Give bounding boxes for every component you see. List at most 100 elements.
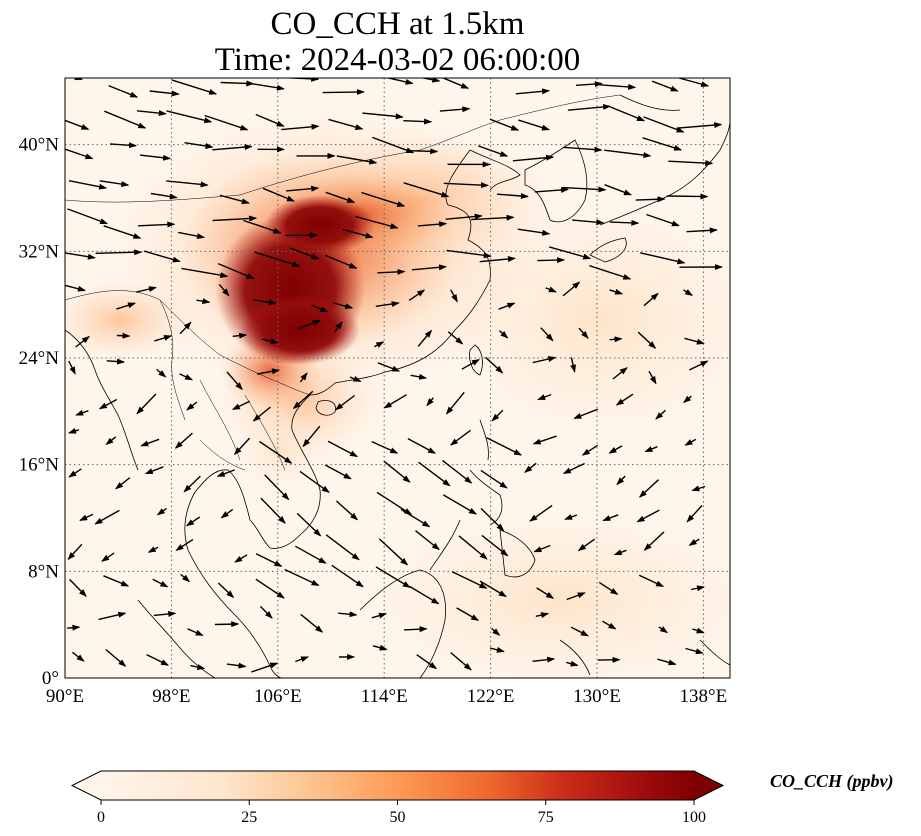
lat-tick-label: 24°N <box>19 348 60 369</box>
colorbar-tick-label: 50 <box>390 809 406 826</box>
wind-arrow <box>577 538 596 551</box>
colorbar-title: CO_CCH (ppbv) <box>770 771 894 792</box>
wind-arrow <box>99 180 130 188</box>
wind-arrow <box>355 215 399 229</box>
wind-arrow <box>426 397 434 407</box>
wind-arrow <box>532 435 557 445</box>
wind-arrow <box>372 644 388 651</box>
wind-arrow <box>443 182 489 189</box>
wind-arrow <box>383 460 411 483</box>
wind-arrow <box>481 534 509 557</box>
wind-arrow <box>612 367 628 380</box>
wind-arrow <box>338 611 358 618</box>
wind-arrow <box>581 444 599 456</box>
wind-arrow <box>311 304 329 313</box>
wind-arrow <box>67 208 109 225</box>
wind-arrow <box>442 459 473 484</box>
wind-arrow <box>477 145 509 157</box>
wind-arrow <box>383 394 407 409</box>
wind-arrow <box>232 332 248 339</box>
colorbar-extend-high <box>694 771 723 800</box>
wind-arrow <box>174 432 193 449</box>
wind-arrow <box>105 648 127 667</box>
wind-arrow <box>292 390 314 410</box>
wind-arrow <box>376 491 413 516</box>
wind-arrow <box>324 464 352 480</box>
wind-arrow <box>153 610 177 617</box>
wind-arrow <box>371 440 399 454</box>
wind-arrow <box>485 356 504 374</box>
wind-arrow <box>79 513 94 522</box>
colorbar-tick-label: 0 <box>97 809 105 826</box>
wind-arrow <box>183 475 201 493</box>
wind-arrow <box>255 553 283 567</box>
colorbar-gradient <box>101 771 694 800</box>
wind-arrow <box>371 612 387 619</box>
wind-arrow <box>150 192 178 200</box>
wind-arrow <box>451 571 488 589</box>
wind-arrow <box>497 192 529 199</box>
wind-arrow <box>299 372 308 383</box>
lat-tick-label: 0° <box>42 668 59 689</box>
wind-arrow <box>295 656 309 663</box>
wind-arrow <box>260 497 286 524</box>
wind-arrow <box>515 78 524 79</box>
wind-arrow <box>609 288 624 295</box>
wind-arrow <box>613 549 627 556</box>
wind-arrow <box>255 578 285 599</box>
wind-arrow <box>218 283 230 297</box>
wind-arrow <box>342 228 374 239</box>
wind-arrow <box>185 516 201 527</box>
wind-arrow <box>226 662 247 669</box>
wind-arrow <box>361 191 406 207</box>
wind-arrow <box>67 624 81 631</box>
wind-arrow <box>147 546 159 553</box>
colorbar-tick-label: 75 <box>538 809 554 826</box>
wind-arrow <box>638 479 659 498</box>
lon-tick-label: 130°E <box>573 686 621 707</box>
colorbar-extend-low <box>72 771 101 800</box>
wind-arrow <box>640 252 686 265</box>
map-area <box>64 77 731 679</box>
wind-arrow <box>226 371 243 391</box>
wind-arrow <box>609 219 640 226</box>
wind-arrow <box>403 118 433 125</box>
wind-arrow <box>335 500 359 521</box>
wind-arrow <box>445 391 465 415</box>
wind-arrow <box>518 119 550 131</box>
wind-arrow <box>143 250 181 263</box>
wind-arrow <box>322 89 365 96</box>
wind-arrow <box>146 653 169 666</box>
wind-arrow <box>375 301 400 307</box>
longitude-tick-labels: 90°E 98°E 106°E 114°E 122°E 130°E 138°E <box>46 686 727 707</box>
wind-arrow <box>573 408 599 420</box>
wind-arrow <box>187 628 204 637</box>
wind-arrow <box>103 225 142 239</box>
lon-tick-label: 122°E <box>467 686 515 707</box>
wind-arrow <box>68 427 80 434</box>
wind-arrow <box>643 531 665 551</box>
wind-arrow <box>234 437 251 456</box>
wind-arrow <box>296 512 322 537</box>
wind-arrow <box>302 425 321 448</box>
lon-tick-label: 98°E <box>152 686 190 707</box>
wind-arrow <box>691 485 706 492</box>
colorbar: 0 25 50 75 100 CO_CCH (ppbv) <box>70 770 894 826</box>
wind-arrow <box>567 103 612 111</box>
wind-arrow <box>196 298 211 305</box>
wind-arrow <box>498 302 516 310</box>
wind-arrow <box>684 337 705 345</box>
wind-arrow <box>499 330 509 339</box>
wind-arrow <box>479 255 516 263</box>
wind-arrow <box>68 180 108 190</box>
wind-arrow <box>219 194 250 205</box>
concentration-field <box>65 110 730 678</box>
wind-arrow <box>692 627 705 634</box>
wind-arrow <box>156 507 168 516</box>
wind-arrow <box>418 461 451 487</box>
wind-arrow <box>286 185 320 192</box>
wind-arrow <box>658 626 669 634</box>
wind-arrow <box>417 221 448 228</box>
wind-arrow <box>642 137 683 151</box>
wind-arrow <box>178 231 205 240</box>
